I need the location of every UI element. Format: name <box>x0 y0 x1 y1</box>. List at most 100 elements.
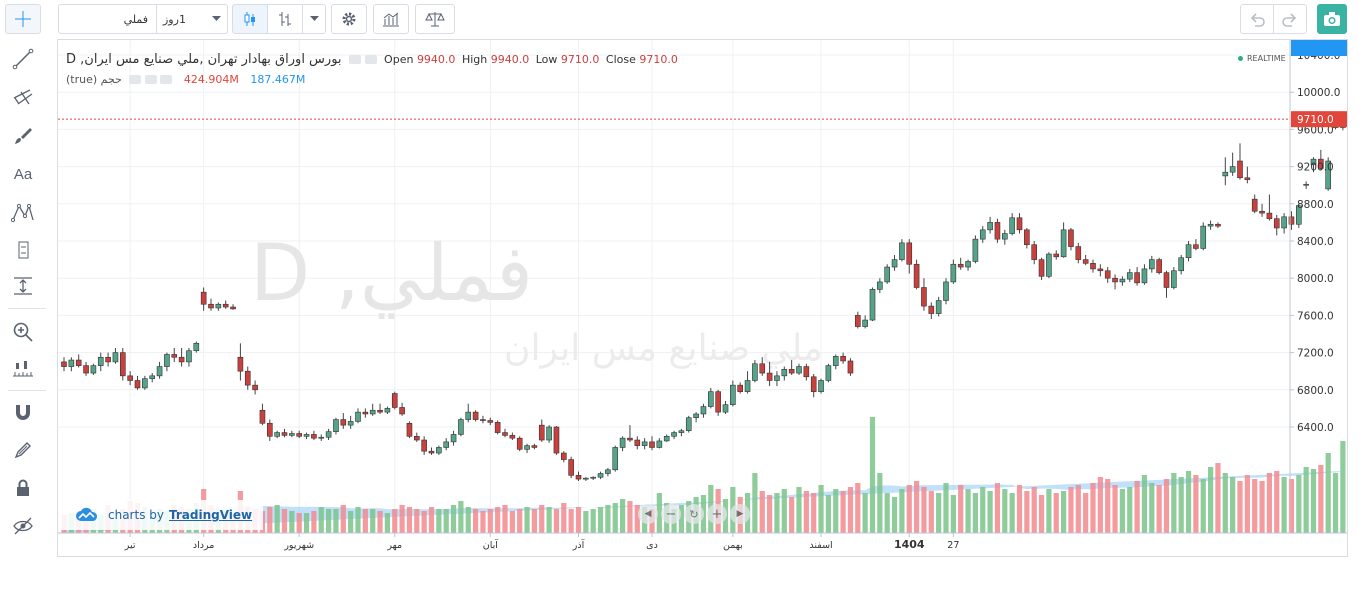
candle-body <box>1149 259 1155 270</box>
candle-body <box>458 419 464 435</box>
candle-body <box>1185 244 1192 259</box>
text-tool[interactable]: Aa <box>8 160 38 188</box>
volume-bar <box>811 493 817 533</box>
time-tick-label: اسفند <box>809 540 832 551</box>
time-tick-label: 27 <box>947 540 959 551</box>
candle-body <box>1090 263 1096 270</box>
price-chart[interactable]: فملي, D ملي صنايع مس ايران 10400.010000.… <box>58 40 1347 556</box>
volume-bar <box>891 497 898 533</box>
candle-body <box>149 375 155 379</box>
fib-tool[interactable] <box>8 236 38 264</box>
volume-bar <box>1024 491 1030 533</box>
volume-bar <box>311 511 317 533</box>
chart-style-dropdown[interactable] <box>302 4 326 34</box>
toolbar-separator <box>8 390 46 391</box>
candle-body <box>1112 277 1118 283</box>
pitchfork-tool[interactable] <box>8 83 38 111</box>
chevron-down-icon <box>309 16 319 21</box>
symbol-search-input[interactable] <box>58 4 156 34</box>
volume-bar <box>450 505 457 533</box>
candle-body <box>935 300 942 314</box>
reset-button[interactable]: ↻ <box>684 504 704 524</box>
eye-icon[interactable] <box>349 54 362 64</box>
volume-bar <box>1266 473 1272 533</box>
brush-tool[interactable] <box>8 122 38 150</box>
ruler-tool[interactable] <box>8 354 38 382</box>
candle-body <box>862 319 868 327</box>
candle-body <box>171 354 178 358</box>
candle-body <box>436 447 442 454</box>
settings-icon[interactable] <box>144 74 157 84</box>
candle-body <box>663 435 670 442</box>
candle-body <box>1009 217 1015 234</box>
redo-button[interactable] <box>1273 4 1307 34</box>
scroll-right-button[interactable]: ▶ <box>730 504 750 524</box>
candle-body <box>1237 160 1243 179</box>
scroll-left-button[interactable]: ◀ <box>638 504 658 524</box>
trend-line-tool[interactable] <box>8 45 38 73</box>
indicators-button[interactable] <box>373 4 409 34</box>
legend-buttons <box>349 54 377 67</box>
interval-select[interactable]: 1روز <box>156 4 228 34</box>
lock-icon <box>17 479 29 496</box>
drawing-toolbar: Aa <box>0 38 47 558</box>
volume-bar <box>914 481 920 533</box>
compare-button[interactable] <box>415 4 455 34</box>
candle-body <box>649 441 655 448</box>
volume-bar <box>965 489 971 533</box>
hide-drawings-tool[interactable] <box>8 512 38 540</box>
measure-tool[interactable] <box>8 272 38 300</box>
tradingview-branding[interactable]: charts by TradingView <box>60 500 263 530</box>
volume-bar <box>509 511 515 533</box>
snapshot-button[interactable] <box>1317 4 1347 34</box>
measure-icon <box>14 277 32 295</box>
eye-icon[interactable] <box>129 74 142 84</box>
settings-icon[interactable] <box>364 54 377 64</box>
candle-body <box>1163 272 1170 288</box>
bars-style-button[interactable] <box>267 4 303 34</box>
candle-body <box>590 476 597 479</box>
branding-prefix: charts by <box>108 508 164 522</box>
chart-frame: فملي, D ملي صنايع مس ايران 10400.010000.… <box>57 39 1348 557</box>
candle-body <box>1288 216 1295 225</box>
settings-button[interactable] <box>331 4 367 34</box>
volume-bar <box>1325 453 1331 533</box>
candle-body <box>472 411 479 420</box>
volume-bar <box>1244 475 1250 533</box>
volume-bar <box>1259 481 1265 533</box>
candle-body <box>215 303 222 309</box>
time-tick-label: تير <box>124 540 136 551</box>
crosshair-tool-button[interactable] <box>5 4 41 34</box>
volume-bar <box>370 509 376 533</box>
zoom-in-tool[interactable] <box>8 318 38 346</box>
magnet-tool[interactable] <box>8 398 38 426</box>
candle-body <box>950 263 957 283</box>
candle-body <box>1126 272 1133 280</box>
volume-bar <box>399 505 405 533</box>
stay-in-drawing-tool[interactable] <box>8 436 38 464</box>
candle-body <box>796 366 802 374</box>
volume-bar <box>318 507 324 533</box>
candle-body <box>391 393 398 408</box>
zoom-out-button[interactable]: − <box>661 504 681 524</box>
close-icon[interactable] <box>160 74 173 84</box>
volume-bar <box>1237 481 1243 533</box>
tradingview-cloud-icon <box>76 507 98 521</box>
time-tick-label: دی <box>646 540 658 551</box>
undo-button[interactable] <box>1240 4 1274 34</box>
pattern-tool[interactable] <box>8 198 38 226</box>
zoom-in-button[interactable]: + <box>707 504 727 524</box>
redo-icon <box>1282 13 1297 27</box>
volume-bar <box>1222 473 1228 533</box>
volume-bar <box>605 505 611 533</box>
candle-body <box>90 365 97 374</box>
candles <box>61 121 1346 481</box>
candle-body <box>318 436 325 439</box>
candle-body <box>656 440 663 448</box>
candle-body <box>112 352 119 363</box>
lock-drawings-tool[interactable] <box>8 474 38 502</box>
volume-bar <box>1119 489 1125 533</box>
candle-body <box>406 422 413 437</box>
candle-body <box>1082 259 1089 264</box>
candles-style-button[interactable] <box>232 4 268 34</box>
